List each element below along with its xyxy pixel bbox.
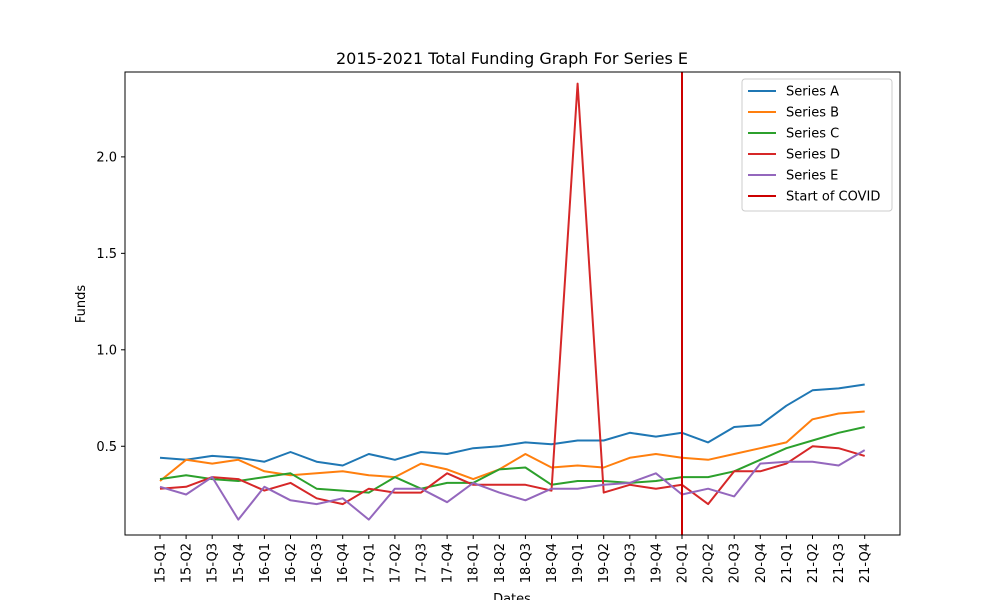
- legend-label: Series B: [786, 106, 839, 121]
- series-line-4: [159, 82, 865, 506]
- x-tick-label: 16-Q3: [310, 543, 325, 583]
- y-tick-label: 1.0: [96, 343, 117, 358]
- x-tick-label: 15-Q1: [154, 543, 169, 583]
- x-tick-label: 20-Q4: [754, 543, 769, 583]
- x-tick-label: 16-Q2: [284, 543, 299, 583]
- y-tick-label: 0.5: [96, 440, 117, 455]
- series-line-3: [159, 426, 865, 494]
- x-tick-label: 17-Q1: [362, 543, 377, 583]
- x-tick-label: 21-Q1: [780, 543, 795, 583]
- series-line-1: [159, 383, 865, 467]
- y-tick-label: 2.0: [96, 150, 117, 165]
- x-tick-label: 21-Q4: [858, 543, 873, 583]
- x-tick-label: 19-Q1: [571, 543, 586, 583]
- x-axis-label: Dates: [493, 592, 531, 600]
- x-tick-label: 20-Q2: [702, 543, 717, 583]
- y-axis-label: Funds: [74, 285, 89, 323]
- x-tick-label: 15-Q3: [206, 543, 221, 583]
- series-line-2: [159, 410, 865, 482]
- legend-box: [741, 78, 893, 212]
- x-tick-label: 17-Q4: [441, 543, 456, 583]
- x-tick-label: 21-Q3: [832, 543, 847, 583]
- legend-label: Series D: [786, 148, 840, 163]
- x-tick-label: 18-Q1: [467, 543, 482, 583]
- x-tick-label: 18-Q3: [519, 543, 534, 583]
- x-tick-label: 18-Q2: [493, 543, 508, 583]
- x-tick-label: 16-Q4: [336, 543, 351, 583]
- legend-label: Series E: [786, 169, 838, 184]
- legend-label: Start of COVID: [786, 190, 880, 205]
- legend-label: Series A: [786, 85, 839, 100]
- x-tick-label: 18-Q4: [545, 543, 560, 583]
- x-tick-label: 19-Q3: [623, 543, 638, 583]
- chart-title: 2015-2021 Total Funding Graph For Series…: [336, 49, 688, 68]
- y-tick-label: 1.5: [96, 247, 117, 262]
- series-line-5: [159, 449, 866, 521]
- legend: Series A Series B Series C Series D Series E…: [741, 78, 893, 212]
- x-tick-label: 15-Q2: [180, 543, 195, 583]
- x-tick-label: 19-Q4: [649, 543, 664, 583]
- x-tick-label: 17-Q3: [415, 543, 430, 583]
- plot-frame: [124, 71, 901, 536]
- x-tick-label: 15-Q4: [232, 543, 247, 583]
- x-tick-label: 21-Q2: [806, 543, 821, 583]
- legend-label: Series C: [786, 127, 839, 142]
- x-tick-label: 16-Q1: [258, 543, 273, 583]
- x-tick-label: 19-Q2: [597, 543, 612, 583]
- x-tick-label: 17-Q2: [388, 543, 403, 583]
- plot-area: 15-Q1 15-Q2 15-Q3 15-Q4 16-Q1 16-Q2 16-Q3 16-Q4…: [96, 71, 901, 583]
- x-tick-label: 20-Q3: [728, 543, 743, 583]
- x-tick-label: 20-Q1: [676, 543, 691, 583]
